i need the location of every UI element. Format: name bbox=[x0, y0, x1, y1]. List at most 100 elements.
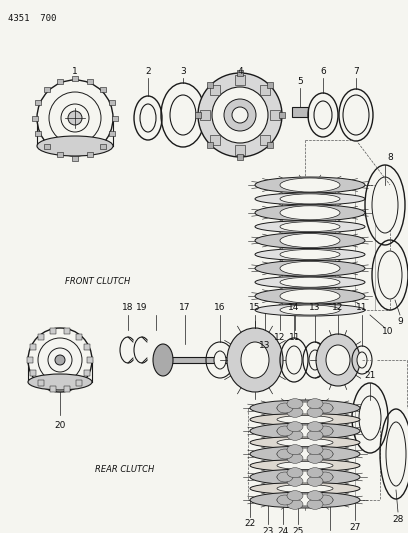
Ellipse shape bbox=[255, 232, 365, 248]
Text: 4: 4 bbox=[237, 67, 243, 76]
Ellipse shape bbox=[277, 495, 293, 505]
Ellipse shape bbox=[317, 495, 333, 505]
Ellipse shape bbox=[277, 426, 293, 436]
Ellipse shape bbox=[255, 177, 365, 193]
Bar bbox=[84, 370, 90, 376]
Ellipse shape bbox=[317, 449, 333, 459]
Ellipse shape bbox=[280, 222, 340, 232]
Ellipse shape bbox=[170, 95, 196, 135]
Text: 22: 22 bbox=[244, 520, 256, 529]
Bar bbox=[267, 82, 273, 88]
Ellipse shape bbox=[309, 350, 321, 370]
Ellipse shape bbox=[343, 95, 369, 135]
Ellipse shape bbox=[287, 467, 303, 478]
Bar bbox=[270, 110, 280, 120]
Bar bbox=[100, 144, 106, 149]
Ellipse shape bbox=[307, 477, 323, 486]
Ellipse shape bbox=[231, 350, 243, 370]
Ellipse shape bbox=[277, 416, 333, 424]
Text: 7: 7 bbox=[353, 67, 359, 76]
Bar bbox=[260, 135, 270, 145]
Ellipse shape bbox=[250, 482, 360, 495]
Ellipse shape bbox=[277, 472, 293, 482]
Text: 15: 15 bbox=[249, 303, 261, 312]
Bar bbox=[235, 75, 245, 85]
Text: 6: 6 bbox=[320, 67, 326, 76]
Ellipse shape bbox=[316, 334, 360, 386]
Ellipse shape bbox=[277, 484, 333, 492]
Bar bbox=[76, 381, 82, 386]
Bar bbox=[57, 152, 63, 157]
Ellipse shape bbox=[280, 178, 340, 192]
Ellipse shape bbox=[241, 342, 269, 378]
Bar bbox=[72, 156, 78, 160]
Bar bbox=[44, 87, 50, 92]
Ellipse shape bbox=[277, 449, 293, 459]
Ellipse shape bbox=[277, 471, 333, 483]
Ellipse shape bbox=[307, 399, 323, 409]
Ellipse shape bbox=[280, 194, 340, 204]
Ellipse shape bbox=[153, 344, 173, 376]
Text: 11: 11 bbox=[356, 303, 368, 312]
Ellipse shape bbox=[317, 403, 333, 413]
Ellipse shape bbox=[55, 355, 65, 365]
Ellipse shape bbox=[277, 494, 333, 506]
Ellipse shape bbox=[280, 261, 340, 276]
Ellipse shape bbox=[372, 177, 398, 233]
Bar bbox=[27, 357, 33, 363]
Ellipse shape bbox=[28, 374, 92, 390]
Text: 2: 2 bbox=[145, 67, 151, 76]
Bar bbox=[50, 386, 56, 392]
Ellipse shape bbox=[214, 351, 226, 369]
Bar bbox=[207, 142, 213, 148]
Text: REAR CLUTCH: REAR CLUTCH bbox=[95, 465, 154, 474]
Ellipse shape bbox=[287, 477, 303, 486]
Bar bbox=[87, 357, 93, 363]
Text: 20: 20 bbox=[54, 421, 66, 430]
Bar bbox=[30, 370, 36, 376]
Bar bbox=[38, 381, 44, 386]
Text: 11: 11 bbox=[289, 334, 301, 343]
Ellipse shape bbox=[277, 462, 333, 470]
Ellipse shape bbox=[386, 422, 406, 486]
Ellipse shape bbox=[326, 345, 350, 375]
Bar bbox=[260, 85, 270, 95]
Text: 14: 14 bbox=[288, 303, 300, 312]
Ellipse shape bbox=[378, 251, 402, 299]
Ellipse shape bbox=[287, 399, 303, 409]
Text: 12: 12 bbox=[274, 334, 286, 343]
Ellipse shape bbox=[212, 87, 268, 143]
Text: 19: 19 bbox=[136, 303, 148, 312]
Bar bbox=[210, 135, 220, 145]
Bar bbox=[64, 328, 70, 334]
Text: 10: 10 bbox=[382, 327, 394, 336]
Text: 12: 12 bbox=[332, 303, 344, 312]
Ellipse shape bbox=[227, 328, 283, 392]
Bar bbox=[38, 334, 44, 340]
Ellipse shape bbox=[287, 430, 303, 440]
Bar bbox=[87, 78, 93, 84]
Text: 5: 5 bbox=[297, 77, 303, 85]
Bar bbox=[112, 116, 118, 120]
Ellipse shape bbox=[250, 423, 360, 439]
Ellipse shape bbox=[255, 276, 365, 288]
Ellipse shape bbox=[359, 396, 381, 440]
Bar bbox=[44, 144, 50, 149]
Bar bbox=[292, 107, 308, 117]
Ellipse shape bbox=[280, 206, 340, 220]
Bar bbox=[72, 76, 78, 80]
Bar bbox=[30, 344, 36, 350]
Ellipse shape bbox=[357, 352, 367, 368]
Ellipse shape bbox=[307, 430, 323, 440]
Ellipse shape bbox=[255, 205, 365, 221]
Bar bbox=[279, 112, 285, 118]
Text: 17: 17 bbox=[179, 303, 191, 312]
Ellipse shape bbox=[287, 445, 303, 455]
Ellipse shape bbox=[287, 491, 303, 500]
Ellipse shape bbox=[198, 73, 282, 157]
Ellipse shape bbox=[286, 346, 302, 374]
Ellipse shape bbox=[255, 193, 365, 205]
Bar bbox=[210, 85, 220, 95]
Bar bbox=[235, 145, 245, 155]
Bar bbox=[109, 131, 115, 136]
